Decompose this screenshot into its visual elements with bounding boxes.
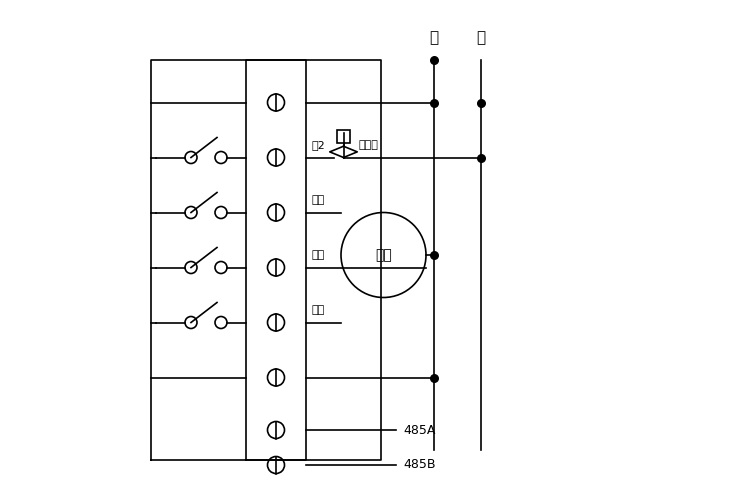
Point xyxy=(427,251,439,259)
Bar xyxy=(337,130,350,142)
Point xyxy=(475,154,487,162)
Point xyxy=(475,98,487,106)
Text: 485B: 485B xyxy=(403,458,436,471)
Text: 高速: 高速 xyxy=(312,305,325,315)
Text: 485A: 485A xyxy=(403,424,436,436)
Point xyxy=(427,374,439,382)
Point xyxy=(427,56,439,64)
Text: 阎2: 阎2 xyxy=(312,140,326,150)
Text: 中速: 中速 xyxy=(312,250,325,260)
Text: 低速: 低速 xyxy=(312,195,325,205)
Text: 火: 火 xyxy=(477,30,485,45)
Text: 冷水阀: 冷水阀 xyxy=(359,140,378,150)
Point xyxy=(427,98,439,106)
Text: 风机: 风机 xyxy=(375,248,392,262)
Text: 零: 零 xyxy=(429,30,438,45)
